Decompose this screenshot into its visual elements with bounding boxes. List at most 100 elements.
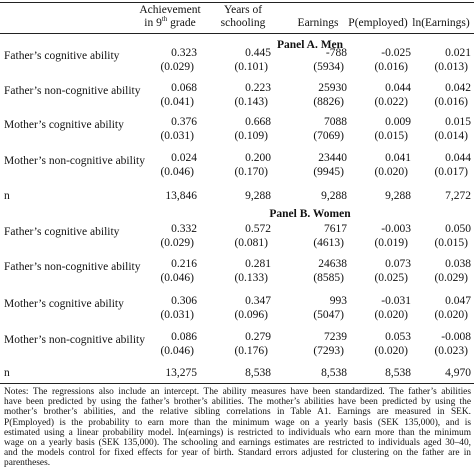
std-error: (0.020) <box>374 166 408 178</box>
estimate: 0.376 <box>171 116 197 128</box>
std-error: (0.176) <box>234 345 268 357</box>
std-error: (0.170) <box>234 166 268 178</box>
estimate: 0.038 <box>445 258 471 270</box>
std-error: (0.013) <box>434 61 468 73</box>
estimate: 24638 <box>318 258 347 270</box>
estimate: 0.279 <box>245 331 271 343</box>
bottom-rule <box>0 383 474 384</box>
estimate: 0.068 <box>171 82 197 94</box>
std-error: (0.014) <box>434 130 468 142</box>
header-part: th <box>161 15 168 24</box>
panel-title: Panel A. Men <box>276 39 344 51</box>
n-value: 4,970 <box>445 367 471 379</box>
n-value: 9,288 <box>385 190 411 202</box>
std-error: (0.029) <box>160 237 194 249</box>
std-error: (9945) <box>313 166 344 178</box>
column-header: ln(Earnings) <box>412 17 470 29</box>
std-error: (0.015) <box>434 237 468 249</box>
estimate: 0.668 <box>245 116 271 128</box>
std-error: (0.020) <box>374 309 408 321</box>
n-label: n <box>4 190 10 202</box>
estimate: 0.024 <box>171 152 197 164</box>
estimate: 7088 <box>324 116 347 128</box>
row-label: Father’s non-cognitive ability <box>4 261 141 273</box>
std-error: (0.023) <box>434 345 468 357</box>
row-label: Father’s non-cognitive ability <box>4 85 141 97</box>
std-error: (8585) <box>313 272 344 284</box>
estimate: 0.306 <box>171 295 197 307</box>
note-line: have been predicted by using the father’… <box>4 397 471 408</box>
estimate: 0.015 <box>445 116 471 128</box>
row-label: Mother’s cognitive ability <box>4 119 124 131</box>
std-error: (0.029) <box>434 272 468 284</box>
std-error: (0.101) <box>234 61 268 73</box>
row-label: Mother’s non-cognitive ability <box>4 334 145 346</box>
estimate: 7617 <box>324 223 347 235</box>
estimate: 0.053 <box>385 331 411 343</box>
header-part: in 9 <box>144 17 162 29</box>
std-error: (0.031) <box>160 309 194 321</box>
estimate: 0.009 <box>385 116 411 128</box>
column-header: schooling <box>220 17 266 29</box>
estimate: -0.025 <box>381 47 411 59</box>
estimate: 0.323 <box>171 47 197 59</box>
estimate: 0.050 <box>445 223 471 235</box>
note-line: Notes: The regressions also include an i… <box>4 387 471 397</box>
std-error: (0.025) <box>374 272 408 284</box>
std-error: (0.031) <box>160 130 194 142</box>
estimate: 0.572 <box>245 223 271 235</box>
std-error: (0.081) <box>234 237 268 249</box>
estimate: 0.044 <box>385 82 411 94</box>
std-error: (0.046) <box>160 272 194 284</box>
estimate: 0.200 <box>245 152 271 164</box>
header-part: grade <box>167 17 196 29</box>
std-error: (0.046) <box>160 166 194 178</box>
estimate: 0.086 <box>171 331 197 343</box>
estimate: 0.445 <box>245 47 271 59</box>
std-error: (0.020) <box>374 345 408 357</box>
note-line: estimated using a linear probability mod… <box>4 427 471 438</box>
std-error: (5047) <box>313 309 344 321</box>
note-line: parentheses. <box>4 458 51 469</box>
estimate: 23440 <box>318 152 347 164</box>
top-rule <box>0 2 474 3</box>
std-error: (0.019) <box>374 237 408 249</box>
n-value: 8,538 <box>245 367 271 379</box>
std-error: (0.020) <box>434 309 468 321</box>
estimate: 0.347 <box>245 295 271 307</box>
std-error: (0.133) <box>234 272 268 284</box>
n-label: n <box>4 367 10 379</box>
estimate: 0.223 <box>245 82 271 94</box>
note-line: P(Employed) is the probability to earn m… <box>4 417 471 428</box>
std-error: (0.109) <box>234 130 268 142</box>
std-error: (5934) <box>313 61 344 73</box>
estimate: -0.031 <box>381 295 411 307</box>
note-line: mother’s brother’s abilities, and the re… <box>4 407 471 418</box>
std-error: (0.016) <box>434 96 468 108</box>
std-error: (8826) <box>313 96 344 108</box>
std-error: (0.015) <box>374 130 408 142</box>
n-value: 8,538 <box>321 367 347 379</box>
std-error: (4613) <box>313 237 344 249</box>
n-value: 9,288 <box>245 190 271 202</box>
n-value: 8,538 <box>385 367 411 379</box>
std-error: (0.022) <box>374 96 408 108</box>
column-header: P(employed) <box>348 17 408 29</box>
n-value: 7,272 <box>445 190 471 202</box>
n-value: 13,846 <box>165 190 197 202</box>
n-value: 13,275 <box>165 367 197 379</box>
estimate: 25930 <box>318 82 347 94</box>
row-label: Father’s cognitive ability <box>4 226 120 238</box>
std-error: (0.029) <box>160 61 194 73</box>
estimate: 0.281 <box>245 258 271 270</box>
column-header: Earnings <box>297 17 339 29</box>
std-error: (0.096) <box>234 309 268 321</box>
estimate: 0.044 <box>445 152 471 164</box>
column-header: Achievement <box>139 4 201 16</box>
row-label: Father’s cognitive ability <box>4 50 120 62</box>
estimate: 0.042 <box>445 82 471 94</box>
std-error: (0.041) <box>160 96 194 108</box>
header-rule <box>0 33 474 34</box>
n-value: 9,288 <box>321 190 347 202</box>
